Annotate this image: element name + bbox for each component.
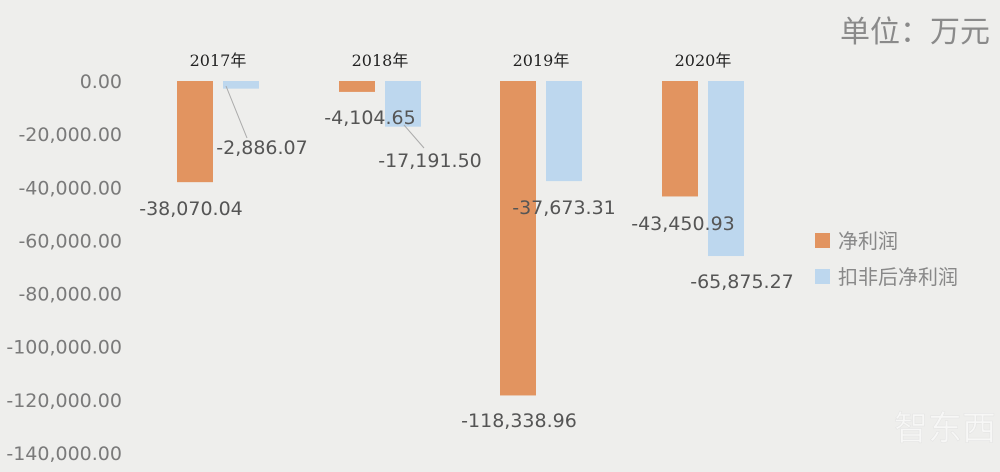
y-tick-label: -40,000.00 bbox=[18, 177, 122, 199]
legend-label: 净利润 bbox=[838, 229, 898, 253]
data-label: -118,338.96 bbox=[461, 410, 577, 432]
legend-label: 扣非后净利润 bbox=[838, 265, 958, 289]
y-tick-label: 0.00 bbox=[80, 71, 122, 93]
category-label: 2018年 bbox=[352, 51, 409, 70]
bar-adjusted-net-profit bbox=[223, 81, 259, 89]
data-label: -38,070.04 bbox=[139, 198, 243, 220]
y-axis: 0.00 -20,000.00 -40,000.00 -60,000.00 -80,00… bbox=[6, 71, 122, 465]
data-label: -4,104.65 bbox=[324, 107, 415, 129]
data-label: -17,191.50 bbox=[378, 150, 482, 172]
bar-adjusted-net-profit bbox=[708, 81, 744, 257]
y-tick-label: -140,000.00 bbox=[6, 443, 122, 465]
y-tick-label: -80,000.00 bbox=[18, 284, 122, 306]
leader-line bbox=[225, 85, 248, 139]
data-label: -43,450.93 bbox=[631, 213, 735, 235]
watermark-logo: 智东西 bbox=[894, 409, 997, 450]
y-tick-label: -100,000.00 bbox=[6, 337, 122, 359]
bars bbox=[177, 81, 744, 396]
legend-swatch bbox=[815, 233, 830, 248]
category-label: 2017年 bbox=[190, 51, 247, 70]
x-axis-categories: 2017年 2018年 2019年 2020年 bbox=[190, 51, 732, 70]
bar-net-profit bbox=[177, 81, 213, 183]
legend-swatch bbox=[815, 269, 830, 284]
leader-line bbox=[403, 124, 425, 149]
bar-net-profit bbox=[662, 81, 698, 197]
unit-note: 单位：万元 bbox=[840, 15, 990, 50]
bar-net-profit bbox=[339, 81, 375, 92]
data-label: -37,673.31 bbox=[512, 197, 616, 219]
y-tick-label: -60,000.00 bbox=[18, 230, 122, 252]
category-label: 2019年 bbox=[513, 51, 570, 70]
category-label: 2020年 bbox=[675, 51, 732, 70]
y-tick-label: -20,000.00 bbox=[18, 124, 122, 146]
data-label: -65,875.27 bbox=[690, 271, 794, 293]
y-tick-label: -120,000.00 bbox=[6, 390, 122, 412]
bar-adjusted-net-profit bbox=[385, 81, 421, 127]
data-label: -2,886.07 bbox=[216, 137, 307, 159]
data-labels: -38,070.04 -2,886.07 -4,104.65 -17,191.50 -1… bbox=[139, 85, 794, 432]
watermark-text: 智东西 bbox=[894, 409, 996, 449]
bar-net-profit bbox=[500, 81, 536, 396]
bar-adjusted-net-profit bbox=[546, 81, 582, 182]
